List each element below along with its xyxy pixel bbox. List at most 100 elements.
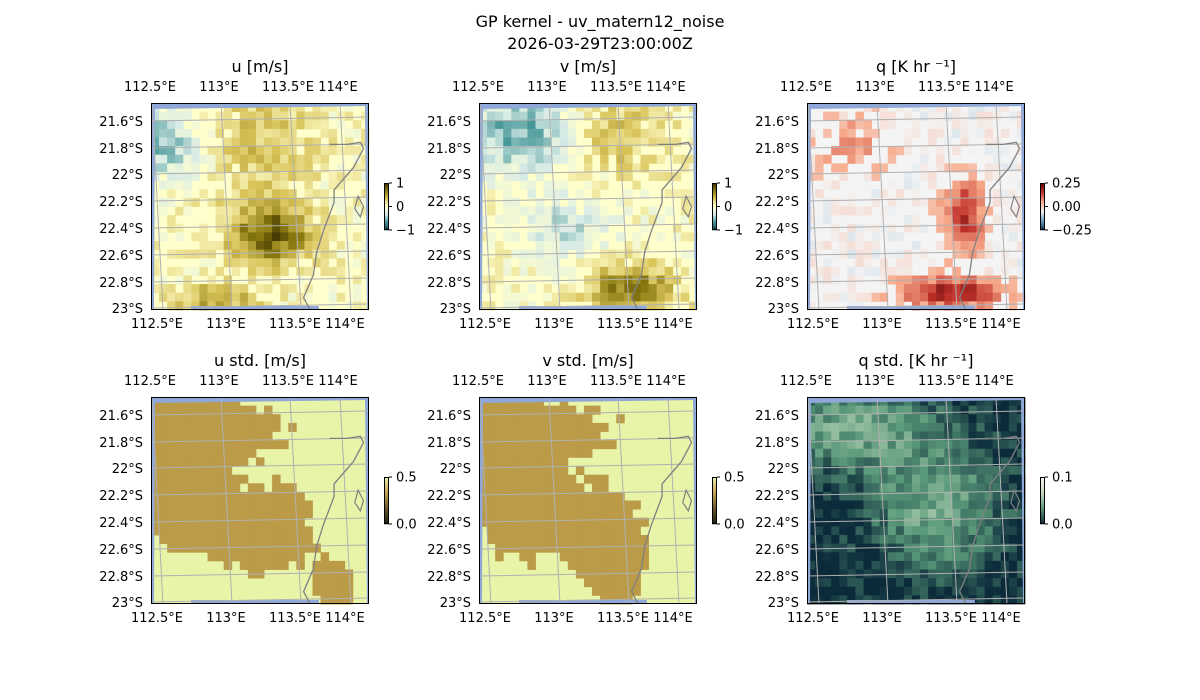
heatmap-cell (672, 189, 682, 199)
heatmap-cell (1008, 301, 1018, 311)
colorbar-u: 10−1 (384, 177, 415, 239)
heatmap-cell (976, 189, 986, 199)
heatmap-cell (871, 172, 881, 182)
heatmap-cell (296, 111, 305, 121)
heatmap-cell (879, 586, 889, 596)
ocean-top-edge (151, 103, 369, 109)
heatmap-cell (151, 431, 160, 441)
heatmap-cell (952, 232, 961, 242)
colorbar-swatch (384, 196, 389, 199)
meridian-line (667, 396, 680, 605)
heatmap-cell (807, 128, 816, 138)
heatmap-cell (215, 526, 225, 536)
heatmap-cell (272, 500, 281, 510)
heatmap-cell (863, 440, 872, 450)
heatmap-cell (159, 500, 168, 510)
colorbar-frame (384, 183, 389, 230)
heatmap-cell (855, 509, 864, 519)
heatmap-cell (199, 517, 208, 527)
heatmap-cell (239, 154, 249, 164)
heatmap-cell (264, 491, 273, 501)
heatmap-cell (239, 128, 249, 138)
heatmap-cell (640, 552, 649, 562)
heatmap-cell (592, 500, 601, 510)
heatmap-cell (583, 578, 593, 588)
heatmap-cell (551, 422, 561, 432)
heatmap-cell (360, 172, 370, 182)
heatmap-cell (903, 232, 913, 242)
heatmap-cell (863, 569, 872, 579)
heatmap-cell (487, 120, 496, 130)
heatmap-cell (231, 206, 241, 216)
lat-tick-label: 22°S (112, 462, 143, 477)
heatmap-cell (992, 284, 1002, 294)
heatmap-cell (815, 586, 824, 596)
heatmap-cell (839, 474, 848, 484)
heatmap-cell (551, 111, 561, 121)
heatmap-cell (183, 266, 192, 276)
heatmap-cell (255, 491, 265, 501)
heatmap-cell (583, 543, 593, 553)
heatmap-cell (592, 491, 601, 501)
heatmap-cell (175, 137, 184, 147)
heatmap-cell (264, 154, 273, 164)
parallel-line (150, 277, 370, 283)
heatmap-cell (296, 241, 305, 251)
heatmap-cell (495, 517, 504, 527)
heatmap-cell (656, 137, 666, 147)
heatmap-cell (928, 258, 937, 268)
heatmap-cell (871, 569, 881, 579)
heatmap-cell (199, 526, 208, 536)
meridian-line (945, 396, 958, 605)
heatmap-cell (511, 111, 520, 121)
heatmap-cell (807, 491, 816, 501)
heatmap-cell (632, 526, 641, 536)
lon-tick-label-top: 113°E (527, 80, 567, 95)
tick-labels-q: 112.5°E112.5°E113°E113°E113.5°E113.5°E11… (755, 80, 1020, 332)
lon-tick-label-bottom: 112.5°E (459, 317, 511, 332)
heatmap-cell (928, 120, 937, 130)
heatmap-cell (911, 163, 921, 173)
heatmap-cell (624, 517, 633, 527)
heatmap-cell (304, 500, 313, 510)
heatmap-cell (296, 249, 305, 259)
heatmap-cell (519, 111, 528, 121)
heatmap-cell (215, 197, 225, 207)
heatmap-cell (239, 180, 249, 190)
heatmap-cell (807, 275, 816, 285)
heatmap-cell (527, 266, 536, 276)
heatmap-cell (944, 509, 953, 519)
heatmap-cell (223, 206, 233, 216)
heatmap-cell (328, 223, 338, 233)
heatmap-cell (680, 284, 690, 294)
heatmap-cell (183, 448, 192, 458)
heatmap-cell (936, 146, 945, 156)
heatmap-cell (920, 154, 929, 164)
heatmap-cell (191, 517, 200, 527)
heatmap-cell (871, 128, 881, 138)
heatmap-cell (960, 586, 969, 596)
lon-tick-label-top: 113°E (855, 374, 895, 389)
heatmap-cell (831, 595, 840, 605)
heatmap-cell (616, 586, 625, 596)
heatmap-cell (551, 266, 561, 276)
heatmap-cell (807, 535, 816, 545)
heatmap-cell (863, 128, 872, 138)
heatmap-cell (264, 172, 273, 182)
meridian-line (617, 102, 630, 311)
lon-tick-label-top: 114°E (646, 374, 686, 389)
heatmap-cell (903, 517, 913, 527)
colorbar-swatch (712, 194, 717, 198)
heatmap-cell (887, 483, 897, 493)
heatmap-cell (239, 414, 249, 424)
heatmap-cell (920, 586, 929, 596)
heatmap-cell (159, 414, 168, 424)
heatmap-cell (815, 509, 824, 519)
heatmap-cell (847, 509, 856, 519)
heatmap-cell (304, 197, 313, 207)
heatmap-cell (543, 509, 553, 519)
heatmap-cell (207, 535, 216, 545)
heatmap-cell (992, 586, 1002, 596)
heatmap-cell (183, 292, 192, 302)
heatmap-cell (895, 405, 905, 415)
